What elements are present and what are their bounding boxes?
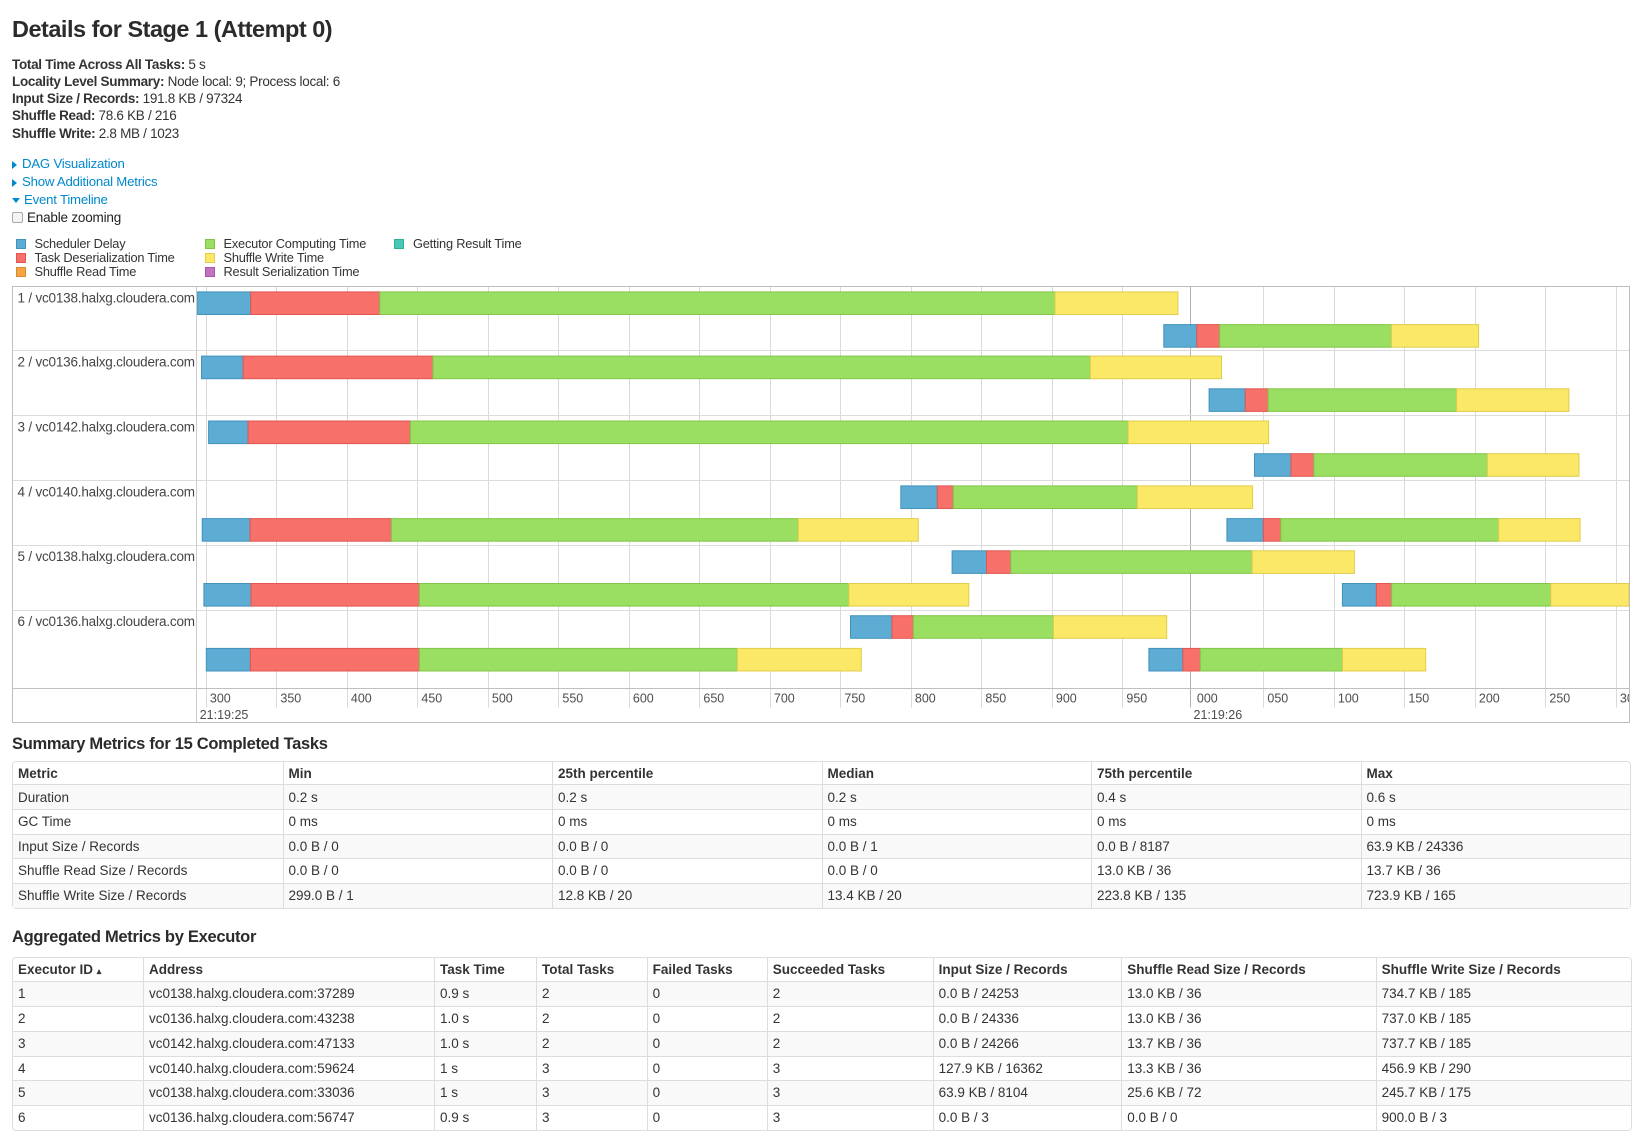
svg-text:650: 650	[703, 691, 724, 705]
svg-text:3 / vc0142.halxg.cloudera.com: 3 / vc0142.halxg.cloudera.com	[18, 419, 195, 434]
svg-text:300: 300	[1620, 691, 1635, 705]
svg-text:6 / vc0136.halxg.cloudera.com: 6 / vc0136.halxg.cloudera.com	[18, 614, 195, 629]
svg-text:1 / vc0138.halxg.cloudera.com: 1 / vc0138.halxg.cloudera.com	[18, 290, 195, 305]
svg-text:550: 550	[562, 691, 583, 705]
svg-text:450: 450	[421, 691, 442, 705]
svg-text:000: 000	[1197, 691, 1218, 705]
svg-text:350: 350	[280, 691, 301, 705]
svg-text:850: 850	[985, 691, 1006, 705]
svg-text:300: 300	[210, 691, 231, 705]
svg-text:21:19:26: 21:19:26	[1194, 708, 1243, 722]
svg-text:4 / vc0140.halxg.cloudera.com: 4 / vc0140.halxg.cloudera.com	[18, 484, 195, 499]
svg-text:700: 700	[774, 691, 795, 705]
svg-text:950: 950	[1126, 691, 1147, 705]
svg-text:400: 400	[351, 691, 372, 705]
svg-text:21:19:25: 21:19:25	[200, 708, 249, 722]
svg-text:2 / vc0136.halxg.cloudera.com: 2 / vc0136.halxg.cloudera.com	[18, 355, 195, 370]
svg-text:100: 100	[1338, 691, 1359, 705]
svg-text:150: 150	[1408, 691, 1429, 705]
svg-text:250: 250	[1549, 691, 1570, 705]
svg-text:600: 600	[633, 691, 654, 705]
svg-text:500: 500	[492, 691, 513, 705]
svg-text:750: 750	[844, 691, 865, 705]
svg-text:800: 800	[915, 691, 936, 705]
svg-text:050: 050	[1267, 691, 1288, 705]
svg-text:200: 200	[1479, 691, 1500, 705]
svg-text:5 / vc0138.halxg.cloudera.com: 5 / vc0138.halxg.cloudera.com	[18, 549, 195, 564]
svg-text:900: 900	[1056, 691, 1077, 705]
